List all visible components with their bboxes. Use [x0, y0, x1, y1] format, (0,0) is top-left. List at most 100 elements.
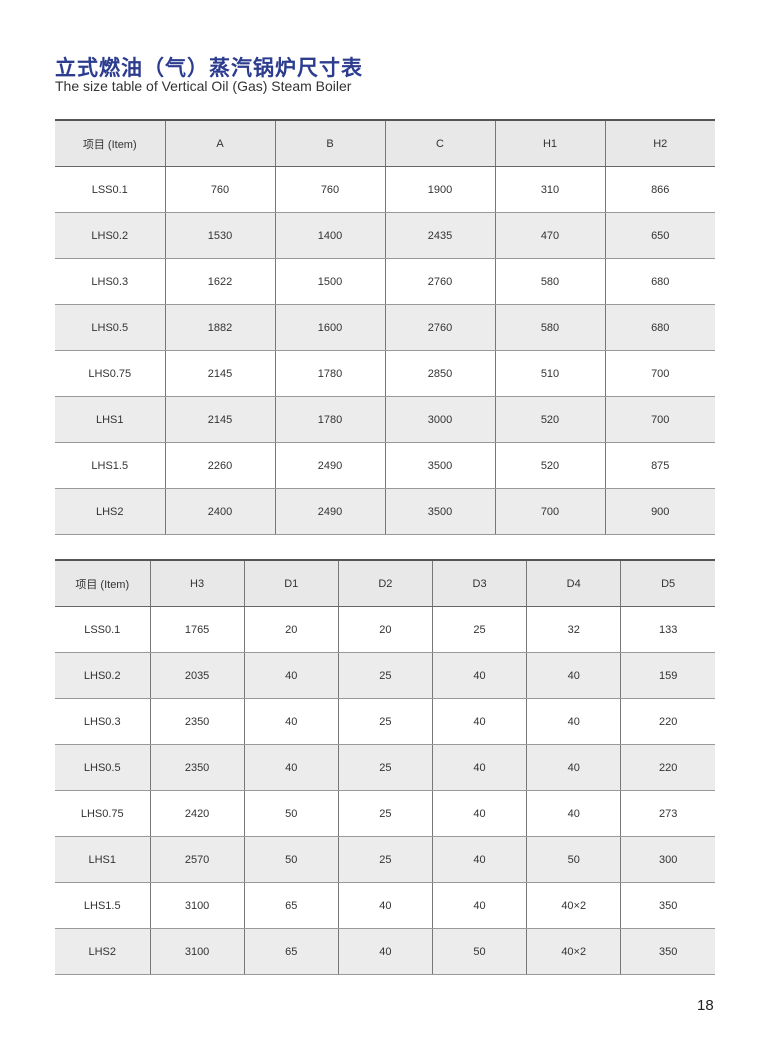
value-cell: 3100 — [149, 928, 245, 975]
page-title-english: The size table of Vertical Oil (Gas) Ste… — [55, 78, 352, 94]
column-header: D2 — [337, 560, 433, 607]
model-cell: LHS1.5 — [55, 442, 165, 489]
page-title-chinese: 立式燃油（气）蒸汽锅炉尺寸表 — [55, 56, 363, 80]
value-cell: 2145 — [164, 396, 275, 443]
value-cell: 350 — [620, 928, 715, 975]
value-cell: 580 — [494, 258, 605, 305]
table-row: LHS0.2 1530 1400 2435 470 650 — [55, 212, 715, 259]
value-cell: 65 — [243, 928, 339, 975]
model-cell: LHS0.5 — [55, 744, 150, 791]
model-cell: LHS0.5 — [55, 304, 165, 351]
dimension-table-2: 项目 (Item) H3 D1 D2 D3 D4 D5 LSS0.1 1765 20 20 25 32 1… — [55, 559, 715, 975]
column-header: C — [384, 120, 495, 167]
value-cell: 40 — [526, 698, 621, 745]
value-cell: 3500 — [384, 488, 495, 535]
value-cell: 40 — [337, 882, 433, 929]
column-header: H2 — [604, 120, 715, 167]
value-cell: 1882 — [164, 304, 275, 351]
table-row: LHS0.3 1622 1500 2760 580 680 — [55, 258, 715, 305]
value-cell: 760 — [274, 166, 385, 213]
table-row: LHS2 3100 65 40 50 40×2 350 — [55, 928, 715, 975]
value-cell: 40 — [243, 698, 339, 745]
table-row: LHS0.3 2350 40 25 40 40 220 — [55, 698, 715, 745]
column-header: 项目 (Item) — [55, 560, 150, 607]
value-cell: 2350 — [149, 744, 245, 791]
column-header: D5 — [620, 560, 715, 607]
value-cell: 1780 — [274, 350, 385, 397]
model-cell: LSS0.1 — [55, 606, 150, 653]
value-cell: 2490 — [274, 442, 385, 489]
column-header: B — [274, 120, 385, 167]
table-row: LSS0.1 1765 20 20 25 32 133 — [55, 606, 715, 653]
value-cell: 2435 — [384, 212, 495, 259]
value-cell: 1900 — [384, 166, 495, 213]
value-cell: 2400 — [164, 488, 275, 535]
value-cell: 20 — [243, 606, 339, 653]
value-cell: 40 — [431, 744, 527, 791]
value-cell: 32 — [526, 606, 621, 653]
value-cell: 1780 — [274, 396, 385, 443]
value-cell: 25 — [337, 698, 433, 745]
header-row: 项目 (Item) H3 D1 D2 D3 D4 D5 — [55, 560, 715, 607]
value-cell: 220 — [620, 744, 715, 791]
value-cell: 65 — [243, 882, 339, 929]
model-cell: LHS0.2 — [55, 212, 165, 259]
value-cell: 2350 — [149, 698, 245, 745]
model-cell: LHS0.3 — [55, 698, 150, 745]
value-cell: 2035 — [149, 652, 245, 699]
table-row: LHS2 2400 2490 3500 700 900 — [55, 488, 715, 535]
value-cell: 1530 — [164, 212, 275, 259]
value-cell: 50 — [243, 836, 339, 883]
value-cell: 159 — [620, 652, 715, 699]
value-cell: 40 — [431, 698, 527, 745]
value-cell: 50 — [431, 928, 527, 975]
value-cell: 25 — [337, 790, 433, 837]
column-header: A — [164, 120, 275, 167]
model-cell: LHS1 — [55, 396, 165, 443]
value-cell: 273 — [620, 790, 715, 837]
value-cell: 680 — [604, 258, 715, 305]
value-cell: 700 — [494, 488, 605, 535]
value-cell: 25 — [337, 836, 433, 883]
value-cell: 1500 — [274, 258, 385, 305]
value-cell: 1400 — [274, 212, 385, 259]
table-row: LSS0.1 760 760 1900 310 866 — [55, 166, 715, 213]
model-cell: LHS2 — [55, 928, 150, 975]
value-cell: 2760 — [384, 258, 495, 305]
value-cell: 50 — [243, 790, 339, 837]
value-cell: 40×2 — [526, 882, 621, 929]
page-number: 18 — [697, 997, 714, 1014]
value-cell: 350 — [620, 882, 715, 929]
value-cell: 310 — [494, 166, 605, 213]
model-cell: LHS1 — [55, 836, 150, 883]
table-row: LHS0.5 1882 1600 2760 580 680 — [55, 304, 715, 351]
table-row: LHS0.75 2420 50 25 40 40 273 — [55, 790, 715, 837]
value-cell: 50 — [526, 836, 621, 883]
value-cell: 300 — [620, 836, 715, 883]
header-row: 项目 (Item) A B C H1 H2 — [55, 120, 715, 167]
model-cell: LHS0.75 — [55, 790, 150, 837]
value-cell: 875 — [604, 442, 715, 489]
value-cell: 40 — [337, 928, 433, 975]
model-cell: LHS1.5 — [55, 882, 150, 929]
value-cell: 3000 — [384, 396, 495, 443]
table-row: LHS0.5 2350 40 25 40 40 220 — [55, 744, 715, 791]
value-cell: 25 — [431, 606, 527, 653]
column-header: H1 — [494, 120, 605, 167]
value-cell: 40×2 — [526, 928, 621, 975]
model-cell: LSS0.1 — [55, 166, 165, 213]
value-cell: 2145 — [164, 350, 275, 397]
value-cell: 40 — [243, 652, 339, 699]
model-cell: LHS0.2 — [55, 652, 150, 699]
value-cell: 700 — [604, 396, 715, 443]
model-cell: LHS0.75 — [55, 350, 165, 397]
column-header: 项目 (Item) — [55, 120, 165, 167]
value-cell: 2760 — [384, 304, 495, 351]
column-header: D1 — [243, 560, 339, 607]
value-cell: 760 — [164, 166, 275, 213]
column-header: D3 — [431, 560, 527, 607]
value-cell: 40 — [431, 652, 527, 699]
value-cell: 510 — [494, 350, 605, 397]
column-header: H3 — [149, 560, 245, 607]
value-cell: 40 — [431, 836, 527, 883]
